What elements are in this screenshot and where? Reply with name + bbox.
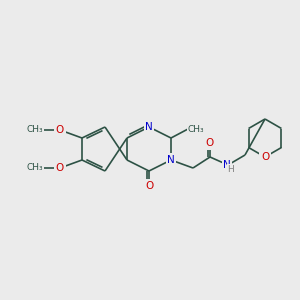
Text: N: N (223, 160, 231, 170)
Text: CH₃: CH₃ (26, 125, 43, 134)
Text: O: O (206, 138, 214, 148)
Text: O: O (145, 181, 153, 191)
Text: O: O (56, 125, 64, 135)
Text: N: N (145, 122, 153, 132)
Text: N: N (167, 155, 175, 165)
Text: CH₃: CH₃ (26, 164, 43, 172)
Text: H: H (228, 164, 234, 173)
Text: O: O (56, 163, 64, 173)
Text: CH₃: CH₃ (188, 124, 205, 134)
Text: O: O (261, 152, 269, 162)
